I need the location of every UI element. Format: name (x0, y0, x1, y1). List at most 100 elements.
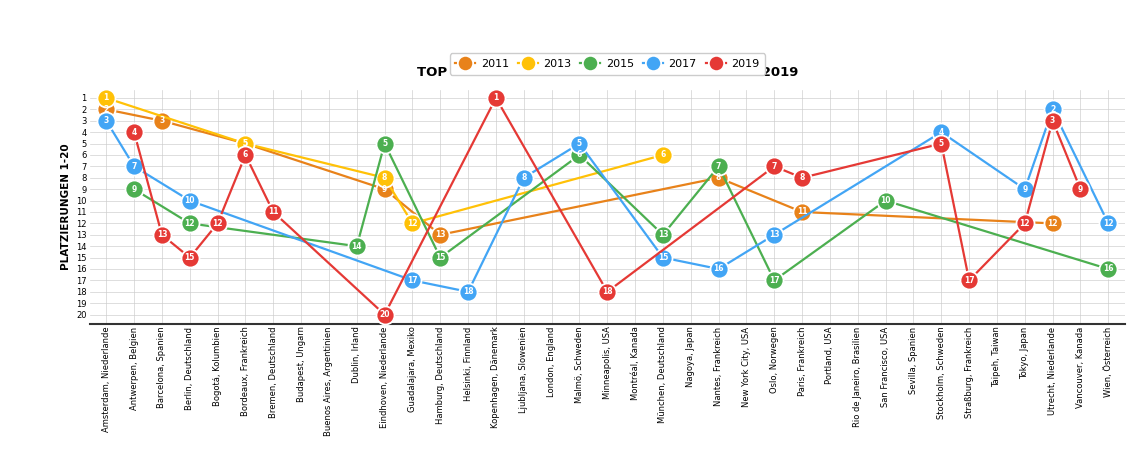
2019 (1074, 186, 1088, 192)
2011 (377, 186, 391, 192)
2013 (99, 95, 113, 101)
2019 (796, 175, 809, 180)
Line: 2013: 2013 (97, 89, 671, 232)
Text: 14: 14 (351, 242, 363, 251)
2013 (377, 175, 391, 180)
Legend: 2011, 2013, 2015, 2017, 2019: 2011, 2013, 2015, 2017, 2019 (449, 54, 765, 74)
2015 (433, 255, 447, 260)
Text: 18: 18 (463, 287, 473, 296)
2017 (128, 164, 141, 169)
2017 (1018, 186, 1032, 192)
Text: 4: 4 (131, 128, 137, 137)
2015 (1101, 266, 1115, 272)
2015 (657, 232, 670, 238)
Text: 17: 17 (963, 276, 975, 285)
2019 (962, 278, 976, 283)
Title: TOP 20 STÄDTE COPENHAGENIZE INDEX 2011-2019: TOP 20 STÄDTE COPENHAGENIZE INDEX 2011-2… (416, 66, 798, 79)
2015 (350, 244, 364, 249)
2019 (238, 152, 252, 158)
Text: 9: 9 (1023, 185, 1027, 193)
Text: 7: 7 (716, 162, 722, 171)
Line: 2015: 2015 (125, 134, 1117, 290)
Text: 5: 5 (577, 139, 583, 148)
Text: 9: 9 (1077, 185, 1083, 193)
2019 (377, 312, 391, 318)
2019 (489, 95, 503, 101)
Text: 20: 20 (380, 310, 390, 319)
Text: 12: 12 (1048, 219, 1058, 228)
2017 (182, 198, 196, 203)
Line: 2017: 2017 (97, 101, 1117, 301)
2011 (155, 118, 169, 124)
Text: 9: 9 (382, 185, 388, 193)
Text: 13: 13 (435, 230, 446, 239)
2017 (99, 118, 113, 124)
2017 (516, 175, 530, 180)
2015 (767, 278, 781, 283)
Text: 11: 11 (268, 207, 278, 216)
2015 (377, 141, 391, 146)
2017 (767, 232, 781, 238)
Text: 8: 8 (716, 173, 722, 182)
2011 (99, 107, 113, 112)
2019 (1018, 221, 1032, 226)
2019 (128, 129, 141, 135)
2017 (657, 255, 670, 260)
Text: 10: 10 (880, 196, 890, 205)
Text: 5: 5 (938, 139, 944, 148)
2019 (211, 221, 225, 226)
Text: 3: 3 (160, 116, 164, 125)
Text: 17: 17 (770, 276, 780, 285)
2017 (406, 278, 420, 283)
Text: 12: 12 (1019, 219, 1031, 228)
Text: 15: 15 (185, 253, 195, 262)
2011 (433, 232, 447, 238)
Text: 6: 6 (243, 151, 249, 160)
2019 (1045, 118, 1059, 124)
2013 (406, 221, 420, 226)
Text: 7: 7 (131, 162, 137, 171)
2011 (796, 209, 809, 215)
Text: 1: 1 (494, 93, 498, 102)
Text: 13: 13 (156, 230, 168, 239)
2019 (935, 141, 948, 146)
Text: 3: 3 (1050, 116, 1056, 125)
Text: 12: 12 (212, 219, 222, 228)
2015 (572, 152, 586, 158)
Text: 13: 13 (770, 230, 780, 239)
2015 (879, 198, 893, 203)
Text: 13: 13 (658, 230, 668, 239)
2017 (572, 141, 586, 146)
Text: 4: 4 (938, 128, 944, 137)
2013 (238, 141, 252, 146)
Text: 8: 8 (521, 173, 527, 182)
Text: 12: 12 (1104, 219, 1114, 228)
2011 (711, 175, 725, 180)
2015 (182, 221, 196, 226)
Text: 5: 5 (243, 139, 249, 148)
2013 (657, 152, 670, 158)
Text: 16: 16 (1104, 264, 1114, 273)
Text: 8: 8 (382, 173, 388, 182)
Text: 7: 7 (772, 162, 777, 171)
Text: 16: 16 (714, 264, 724, 273)
Text: 12: 12 (407, 219, 417, 228)
Text: 5: 5 (243, 139, 249, 148)
2019 (267, 209, 280, 215)
2017 (935, 129, 948, 135)
2019 (601, 289, 614, 295)
2019 (182, 255, 196, 260)
2011 (1045, 221, 1059, 226)
2019 (767, 164, 781, 169)
2017 (1045, 107, 1059, 112)
Text: 2: 2 (104, 105, 109, 114)
Text: 9: 9 (131, 185, 137, 193)
2017 (1101, 221, 1115, 226)
Line: 2011: 2011 (97, 101, 1061, 244)
Text: 11: 11 (797, 207, 807, 216)
2011 (238, 141, 252, 146)
Text: 12: 12 (185, 219, 195, 228)
Y-axis label: PLATZIERUNGEN 1-20: PLATZIERUNGEN 1-20 (60, 143, 71, 270)
Text: 5: 5 (382, 139, 388, 148)
Text: 2: 2 (1050, 105, 1056, 114)
